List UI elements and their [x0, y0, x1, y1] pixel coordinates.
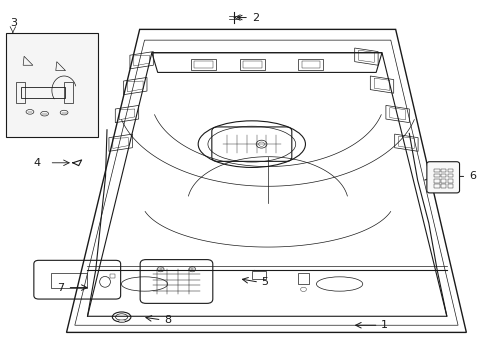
Bar	[447, 179, 452, 183]
Bar	[251, 271, 266, 279]
Bar	[239, 59, 264, 69]
Bar	[433, 174, 439, 177]
Text: 4: 4	[34, 158, 41, 168]
Text: 8: 8	[163, 315, 171, 325]
Bar	[110, 274, 115, 278]
Bar	[64, 82, 73, 103]
Text: 6: 6	[468, 171, 475, 181]
Bar	[447, 174, 452, 177]
Bar	[51, 273, 87, 288]
Bar	[447, 168, 452, 172]
Bar	[298, 59, 323, 69]
Bar	[447, 184, 452, 188]
Bar	[440, 184, 446, 188]
Bar	[298, 273, 308, 284]
Bar	[301, 61, 320, 68]
Text: 3: 3	[10, 18, 18, 28]
Bar	[21, 87, 65, 98]
Bar	[119, 320, 124, 322]
Bar	[190, 59, 216, 69]
Text: 2: 2	[237, 13, 259, 23]
Bar	[433, 168, 439, 172]
Text: 5: 5	[261, 277, 268, 287]
Text: 7: 7	[57, 283, 64, 293]
Bar	[440, 168, 446, 172]
FancyBboxPatch shape	[426, 162, 459, 193]
Bar	[433, 184, 439, 188]
Bar	[440, 179, 446, 183]
Text: 1: 1	[380, 320, 387, 330]
Bar	[243, 61, 261, 68]
Bar	[16, 82, 25, 103]
Bar	[433, 179, 439, 183]
Bar	[5, 33, 98, 137]
Bar	[440, 174, 446, 177]
Bar	[194, 61, 212, 68]
